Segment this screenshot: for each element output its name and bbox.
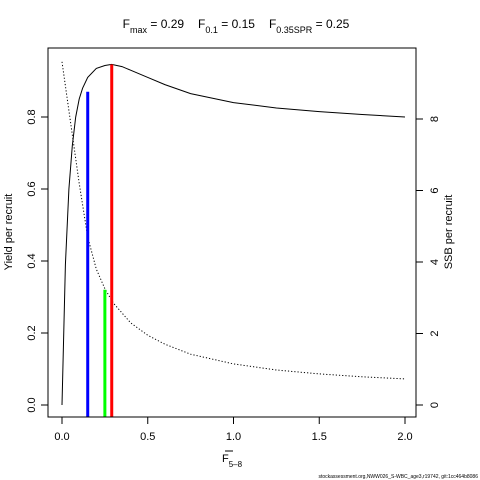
plot-frame [47, 47, 417, 418]
series-line-ssb-per-recruit [61, 61, 406, 380]
y-right-tick-label: 0 [429, 402, 441, 408]
title-term-sub-0: max [130, 25, 148, 35]
y-axis-right-label: SSB per recruit [443, 195, 455, 270]
y-left-tick-label: 0.0 [26, 397, 38, 412]
series-line-yield-per-recruit [61, 63, 406, 406]
title-term-value-2: = 0.25 [312, 17, 349, 31]
y-right-tick-label: 6 [429, 187, 441, 193]
y-right-tick-label: 8 [429, 116, 441, 122]
x-axis-label: F5–8 [222, 453, 243, 469]
y-left-tick-label: 0.2 [26, 325, 38, 340]
y-axis-left-label: Yield per recruit [3, 194, 15, 271]
y-right-tick-label: 2 [429, 330, 441, 336]
title-term-0: F [123, 17, 130, 31]
title-term-value-1: = 0.15 [218, 17, 255, 31]
x-axis-label-base: F [222, 453, 229, 465]
y-left-tick-label: 0.4 [26, 253, 38, 268]
title-term-sub-1: 0.1 [205, 25, 218, 35]
title-term-2: F [269, 17, 276, 31]
x-axis-label-sub: 5–8 [229, 460, 243, 469]
title-term-sub-2: 0.35SPR [276, 25, 313, 35]
y-left-tick-label: 0.8 [26, 109, 38, 124]
chart-title: Fmax = 0.29 F0.1 = 0.15 F0.35SPR = 0.25 [123, 17, 350, 35]
title-term-value-0: = 0.29 [147, 17, 184, 31]
x-tick-label: 1.5 [312, 431, 327, 443]
y-right-tick-label: 4 [429, 259, 441, 265]
y-left-tick-label: 0.6 [26, 181, 38, 196]
x-tick-label: 0.0 [54, 431, 69, 443]
x-tick-label: 0.5 [140, 431, 155, 443]
title-term-1: F [198, 17, 205, 31]
x-tick-label: 1.0 [226, 431, 241, 443]
x-tick-label: 2.0 [397, 431, 412, 443]
footer-caption: stockassessment.org,NWW026_S-WBC_age3,r1… [318, 474, 478, 480]
